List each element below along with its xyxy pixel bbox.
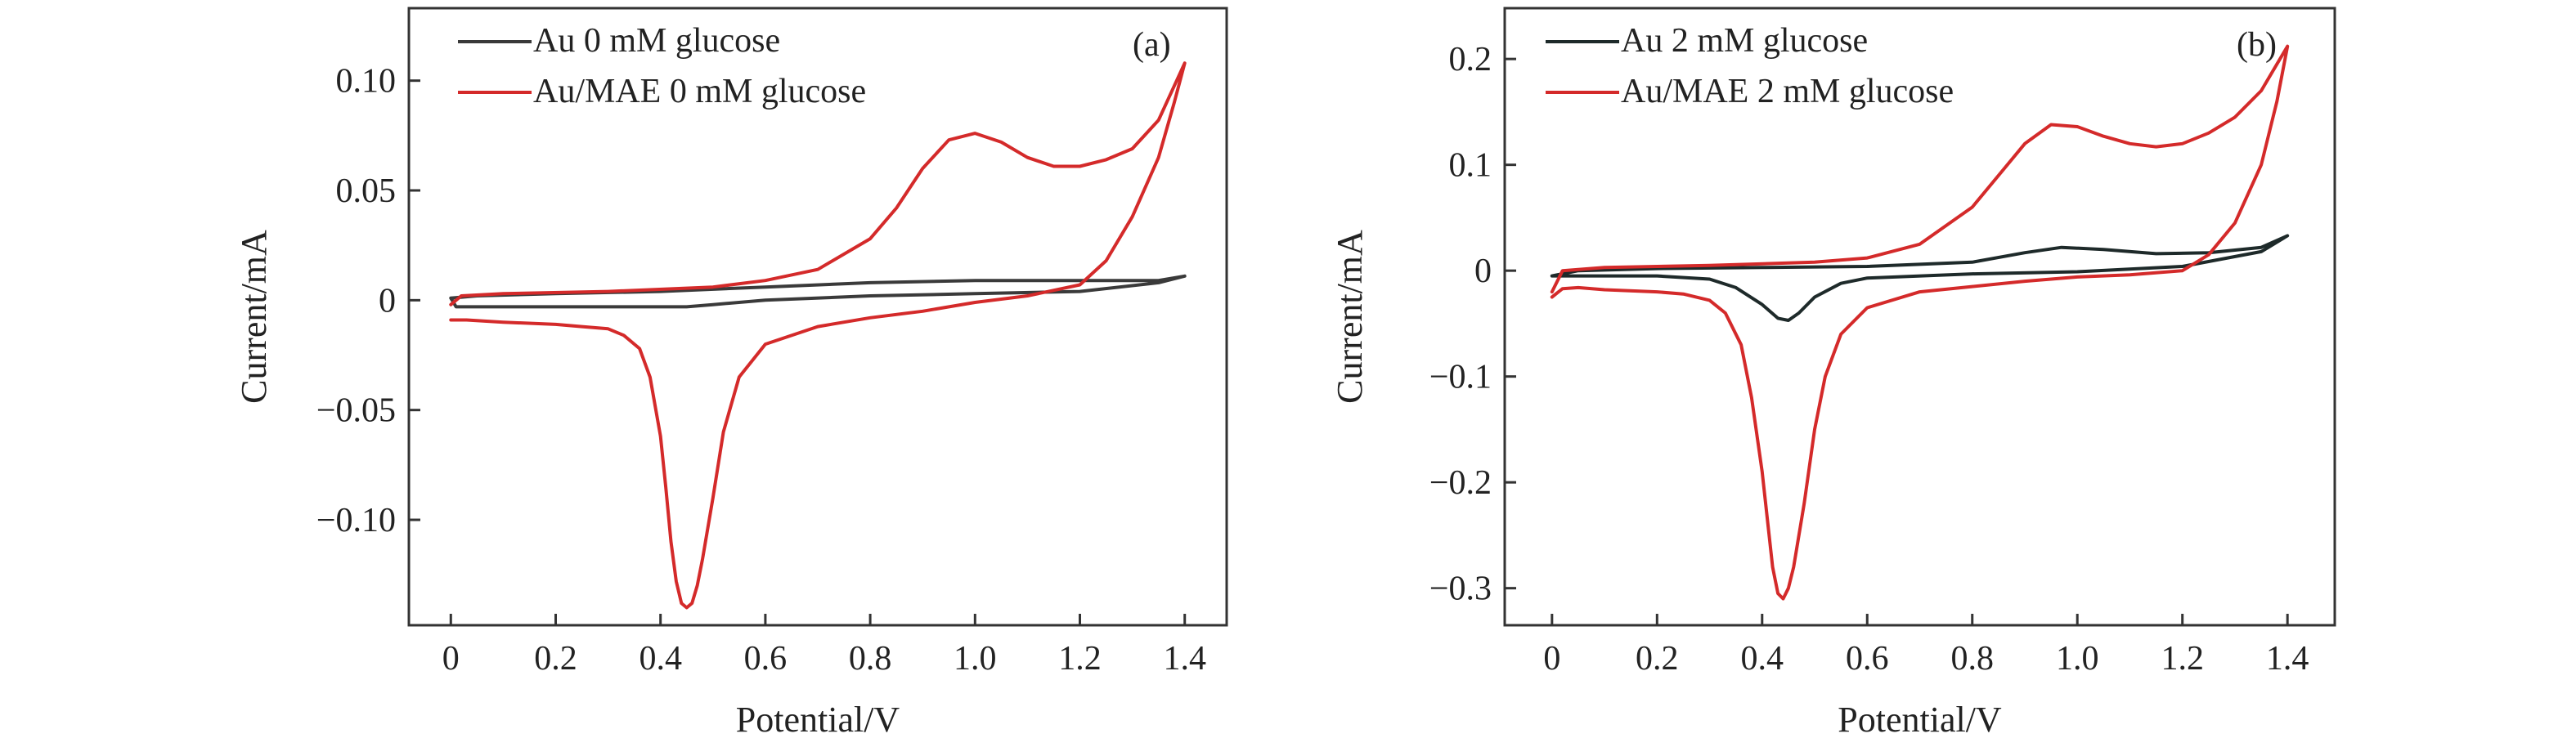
x-tick-label: 0.6	[1846, 640, 1889, 678]
y-tick-label: 0	[379, 282, 396, 320]
series-line-au-2-mm-glucose	[1550, 234, 2290, 322]
series-line-au-mae-2-mm-glucose	[1550, 44, 2290, 601]
x-tick-label: 0.2	[534, 640, 577, 678]
x-tick-label: 1.0	[2056, 640, 2099, 678]
y-tick-label: −0.05	[316, 392, 396, 430]
y-axis-title-a: Current/mA	[234, 230, 274, 404]
y-tick-label: 0.1	[1449, 147, 1492, 185]
legend-label-au: Au 2 mM glucose	[1621, 22, 1868, 60]
panel-label-a: (a)	[1133, 26, 1171, 64]
tick-marks-b: 0 0.2 0.4 0.6 0.8 1.0 1.2 1.4 −0.3 −0.2 −0.1 0 0.1 0.…	[1429, 41, 2309, 678]
x-tick-label: 1.4	[2266, 640, 2309, 678]
y-tick-label: 0.10	[336, 63, 397, 101]
x-tick-label: 0.6	[744, 640, 788, 678]
plot-frame	[1503, 7, 2336, 627]
x-tick-label: 1.0	[954, 640, 997, 678]
y-tick-label: 0.2	[1449, 41, 1492, 78]
legend-a: Au 0 mM glucose Au/MAE 0 mM glucose	[458, 22, 866, 110]
x-tick-label: 0	[1543, 640, 1560, 678]
y-tick-label: −0.10	[316, 502, 396, 539]
chart-panel-b: 0 0.2 0.4 0.6 0.8 1.0 1.2 1.4 −0.3 −0.2 −0.1 0 0.1 0.…	[1330, 7, 2336, 740]
y-axis-title-b: Current/mA	[1330, 230, 1370, 404]
legend-label-au-mae: Au/MAE 0 mM glucose	[533, 73, 866, 110]
x-tick-label: 0.8	[1950, 640, 1994, 678]
y-tick-label: −0.1	[1429, 359, 1492, 396]
plot-frame	[407, 7, 1228, 627]
x-tick-label: 1.4	[1163, 640, 1206, 678]
series-line-au-mae-0-mm-glucose	[449, 61, 1187, 610]
x-tick-label: 0	[442, 640, 460, 678]
x-tick-label: 0.4	[1741, 640, 1784, 678]
y-tick-label: −0.3	[1429, 570, 1492, 608]
chart-panel-a: 0 0.2 0.4 0.6 0.8 1.0 1.2 1.4 −0.10 −0.05 0 0.05 0.1…	[234, 7, 1228, 740]
x-tick-label: 1.2	[1058, 640, 1102, 678]
x-axis-title-a: Potential/V	[736, 700, 900, 740]
legend-b: Au 2 mM glucose Au/MAE 2 mM glucose	[1546, 22, 1954, 110]
series-line-au-0-mm-glucose	[449, 274, 1187, 309]
x-tick-label: 0.4	[639, 640, 682, 678]
series-layer-b	[1550, 44, 2290, 601]
y-tick-label: 0	[1474, 253, 1492, 290]
x-tick-label: 0.2	[1636, 640, 1679, 678]
series-layer-a	[449, 61, 1187, 610]
legend-label-au: Au 0 mM glucose	[533, 22, 780, 60]
axes-frame-b	[1503, 7, 2336, 627]
axes-frame-a	[407, 7, 1228, 627]
legend-label-au-mae: Au/MAE 2 mM glucose	[1621, 73, 1954, 110]
tick-marks-a: 0 0.2 0.4 0.6 0.8 1.0 1.2 1.4 −0.10 −0.05 0 0.05 0.1…	[316, 63, 1206, 678]
y-tick-label: −0.2	[1429, 464, 1492, 502]
panel-label-b: (b)	[2237, 26, 2277, 64]
x-tick-label: 0.8	[849, 640, 892, 678]
x-axis-title-b: Potential/V	[1838, 700, 2002, 740]
x-tick-label: 1.2	[2161, 640, 2204, 678]
y-tick-label: 0.05	[336, 172, 397, 210]
